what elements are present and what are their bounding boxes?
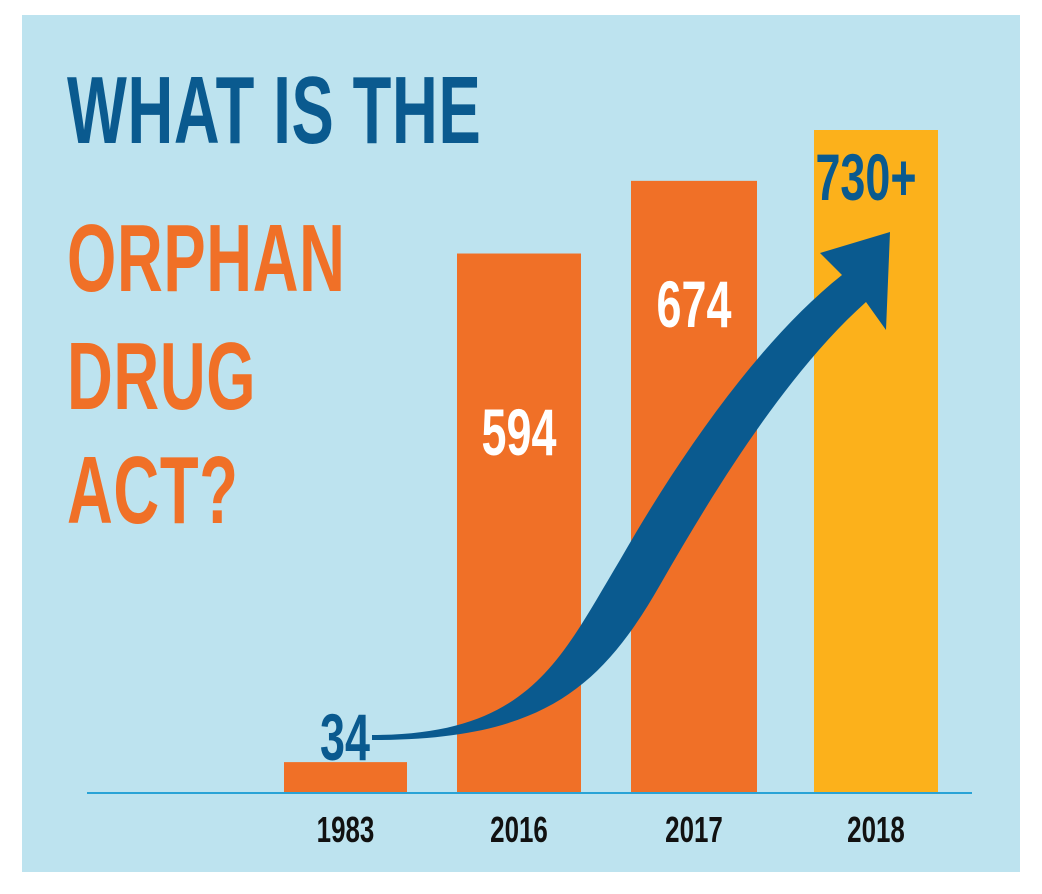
title-line-1: WHAT IS THE — [67, 57, 482, 164]
title-line-2: ORPHAN — [67, 205, 346, 312]
data-label-1983: 34 — [320, 700, 370, 774]
trend-arrow — [372, 232, 890, 740]
title-line-3: DRUG — [67, 323, 257, 430]
bar-2018 — [814, 130, 938, 793]
data-label-2016: 594 — [482, 395, 557, 469]
title-line-4: ACT? — [67, 437, 239, 544]
x-tick-label: 1983 — [317, 810, 375, 850]
x-tick-label: 2018 — [847, 810, 905, 850]
bar-1983 — [284, 762, 407, 793]
data-label-2018: 730+ — [815, 140, 916, 214]
data-label-2017: 674 — [657, 267, 732, 341]
x-tick-label: 2017 — [665, 810, 723, 850]
x-tick-label: 2016 — [490, 810, 548, 850]
